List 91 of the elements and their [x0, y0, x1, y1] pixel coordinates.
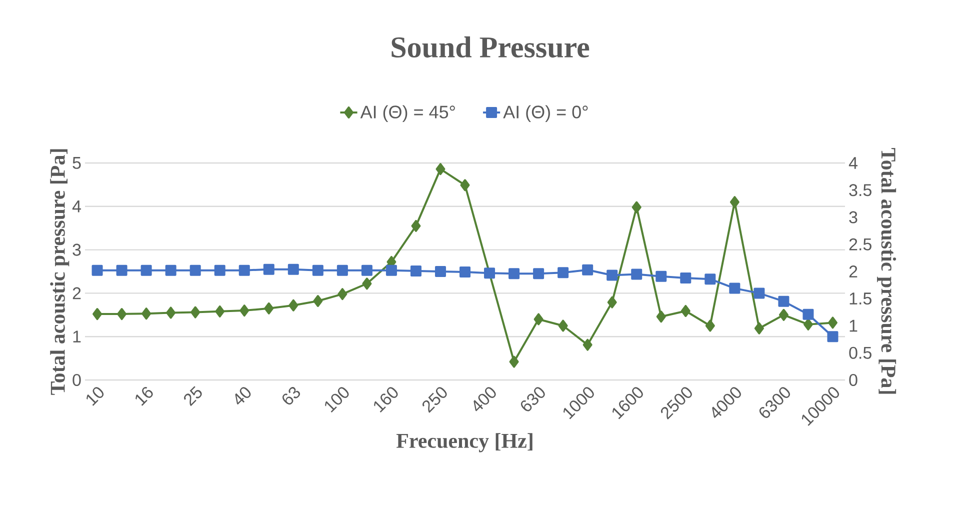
point [263, 264, 274, 275]
point [582, 338, 592, 351]
point [460, 179, 470, 192]
point [533, 268, 544, 280]
point [386, 264, 397, 276]
point [680, 304, 690, 317]
point [534, 313, 544, 326]
point [729, 282, 740, 294]
point [802, 308, 814, 320]
y2-tick-label: 3 [849, 211, 858, 224]
y2-tick-label: 0.5 [849, 346, 872, 359]
point [508, 268, 520, 280]
y-tick-label: 3 [72, 244, 81, 256]
point [92, 308, 102, 320]
x-tick-label: 63 [282, 387, 300, 405]
point [92, 264, 103, 276]
point [680, 272, 692, 284]
y2-tick-label: 3.5 [849, 184, 872, 196]
point [361, 264, 372, 276]
point [434, 266, 446, 277]
point [190, 306, 200, 318]
point [754, 288, 765, 299]
x-tick-label: 160 [374, 387, 398, 413]
point [558, 267, 569, 278]
x-tick-label: 100 [324, 387, 349, 413]
point [238, 264, 250, 276]
point [632, 201, 642, 214]
point [410, 265, 422, 276]
point [288, 299, 298, 312]
x-tick-label: 40 [235, 387, 251, 405]
point [631, 268, 642, 280]
point [558, 320, 568, 332]
point [754, 322, 764, 334]
y-tick-label: 2 [72, 287, 81, 300]
x-tick-label: 250 [422, 387, 447, 413]
point [411, 220, 421, 232]
point [730, 196, 740, 208]
x-tick-label: 10 [86, 387, 104, 406]
point [803, 318, 813, 330]
point [778, 296, 790, 307]
x-tick-label: 25 [184, 386, 202, 406]
point [484, 268, 496, 279]
point [656, 270, 667, 282]
x-tick-label: 630 [520, 387, 545, 412]
y-tick-label: 0 [72, 374, 81, 386]
y2-tick-label: 2 [849, 266, 858, 278]
y-tick-label: 5 [72, 157, 81, 169]
y-tick-label: 4 [72, 200, 81, 212]
point [607, 296, 617, 308]
point [460, 266, 471, 278]
point [264, 302, 274, 314]
point [704, 274, 716, 285]
point [240, 304, 250, 317]
point [190, 264, 201, 276]
point [140, 264, 152, 276]
point [827, 331, 838, 342]
point [116, 264, 128, 276]
point [288, 264, 299, 275]
point [656, 310, 666, 323]
point [166, 306, 176, 319]
point [312, 264, 324, 276]
y2-tick-label: 4 [848, 157, 858, 169]
x-tick-label: 400 [474, 387, 496, 412]
y2-tick-label: 1 [850, 320, 858, 332]
point [778, 308, 788, 321]
chart-title: Sound Pressure [392, 36, 590, 58]
point [606, 270, 618, 281]
point [336, 264, 348, 276]
y2-tick-label: 0 [849, 374, 858, 386]
y2-axis-title: Total acoustic pressure [Pa] [877, 148, 896, 394]
y2-tick-label: 1.5 [850, 292, 872, 305]
legend-label: AI (Θ) = 0° [503, 105, 588, 122]
point [828, 316, 838, 329]
y-axis-title: Total acoustic pressure [Pa] [50, 149, 70, 395]
point [582, 264, 594, 276]
point [338, 288, 348, 300]
point [117, 308, 127, 320]
point [215, 305, 225, 318]
point [509, 356, 519, 368]
y2-tick-label: 2.5 [849, 238, 872, 250]
point [165, 264, 176, 276]
point [313, 295, 323, 307]
point [436, 163, 446, 176]
point [362, 278, 372, 290]
y-tick-label: 1 [73, 330, 81, 342]
point [142, 308, 152, 320]
point [214, 264, 226, 276]
x-tick-label: 16 [136, 386, 153, 406]
x-axis-title: Frecuency [Hz] [396, 433, 532, 452]
point [705, 320, 715, 332]
legend-label: AI (Θ) = 45° [360, 105, 455, 122]
